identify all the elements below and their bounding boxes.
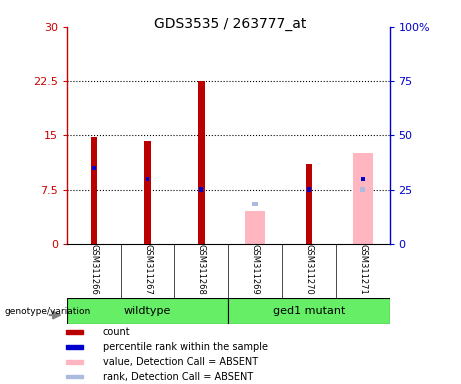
Bar	[66, 330, 83, 334]
Text: GSM311266: GSM311266	[89, 244, 98, 295]
Bar	[307, 187, 311, 192]
Text: GSM311267: GSM311267	[143, 244, 152, 295]
Bar	[66, 360, 83, 364]
Text: genotype/variation: genotype/variation	[5, 307, 91, 316]
Text: value, Detection Call = ABSENT: value, Detection Call = ABSENT	[103, 357, 258, 367]
Bar	[66, 375, 83, 379]
Text: percentile rank within the sample: percentile rank within the sample	[103, 342, 268, 352]
Bar	[198, 81, 205, 244]
Bar	[306, 164, 312, 244]
Text: rank, Detection Call = ABSENT: rank, Detection Call = ABSENT	[103, 372, 253, 382]
Text: GSM311271: GSM311271	[358, 244, 367, 295]
Bar	[360, 187, 366, 192]
Bar	[245, 211, 265, 244]
Bar	[361, 177, 365, 181]
Bar	[228, 298, 390, 324]
Bar	[67, 298, 228, 324]
Text: GSM311269: GSM311269	[251, 244, 260, 295]
Bar	[146, 177, 149, 181]
Bar	[90, 137, 97, 244]
Bar	[92, 166, 95, 170]
Text: wildtype: wildtype	[124, 306, 171, 316]
Bar	[200, 187, 203, 192]
Bar	[353, 154, 373, 244]
Text: GDS3535 / 263777_at: GDS3535 / 263777_at	[154, 17, 307, 31]
Text: count: count	[103, 327, 130, 337]
Bar	[144, 141, 151, 244]
Bar	[252, 202, 258, 206]
Bar	[66, 345, 83, 349]
Text: GSM311268: GSM311268	[197, 244, 206, 295]
Text: GSM311270: GSM311270	[304, 244, 313, 295]
Text: ged1 mutant: ged1 mutant	[273, 306, 345, 316]
